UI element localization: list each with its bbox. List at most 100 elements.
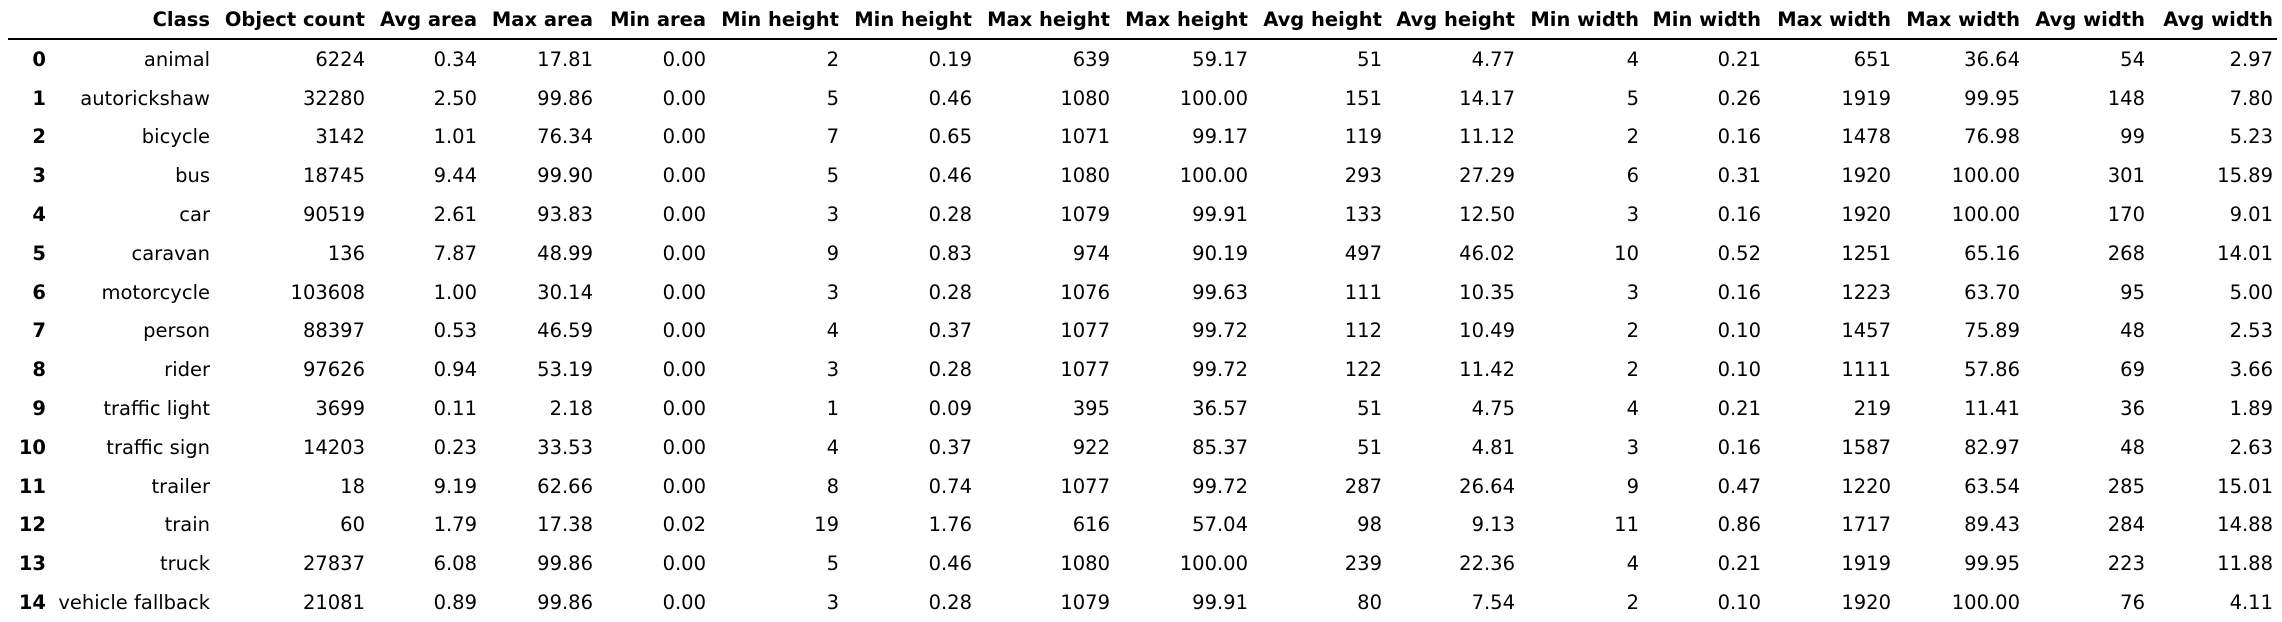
table-cell: 616 bbox=[1072, 513, 1110, 537]
table-row: 3 bus 18745 9.44 99.90 0.00 5 0.46 1080 100.00 293… bbox=[8, 156, 2277, 195]
table-cell: 0.00 bbox=[662, 591, 706, 615]
table-row: 0 animal 6224 0.34 17.81 0.00 2 0.19 639 59.17 51 4… bbox=[8, 39, 2277, 79]
table-cell: 10 bbox=[1614, 241, 1639, 265]
table-cell: bicycle bbox=[141, 125, 210, 149]
row-index: 10 bbox=[18, 435, 46, 459]
table-cell: 80 bbox=[1357, 591, 1382, 615]
table-cell: 170 bbox=[2107, 203, 2145, 227]
table-cell: 63.54 bbox=[1964, 474, 2020, 498]
table-cell: 639 bbox=[1072, 47, 1110, 71]
table-cell: 99.91 bbox=[1192, 591, 1248, 615]
row-index: 12 bbox=[18, 513, 46, 537]
table-cell: 5.23 bbox=[2229, 125, 2273, 149]
table-cell: 9 bbox=[1626, 474, 1639, 498]
table-cell: 4.81 bbox=[1471, 435, 1515, 459]
table-row: 13 truck 27837 6.08 99.86 0.00 5 0.46 1080 100.00… bbox=[8, 544, 2277, 583]
table-cell: 21081 bbox=[302, 591, 365, 615]
table-cell: train bbox=[164, 513, 210, 537]
table-cell: 0.83 bbox=[928, 241, 972, 265]
table-cell: 100.00 bbox=[1179, 164, 1248, 188]
table-cell: 18745 bbox=[302, 164, 365, 188]
table-cell: 99.72 bbox=[1192, 319, 1248, 343]
table-row: 12 train 60 1.79 17.38 0.02 19 1.76 616 57.04 98 9.… bbox=[8, 506, 2277, 545]
row-index: 6 bbox=[32, 280, 46, 304]
table-cell: vehicle fallback bbox=[58, 591, 210, 615]
table-cell: 0.89 bbox=[433, 591, 477, 615]
row-index: 8 bbox=[32, 358, 46, 382]
table-cell: 5 bbox=[826, 164, 839, 188]
table-cell: 151 bbox=[1344, 86, 1382, 110]
table-cell: 287 bbox=[1344, 474, 1382, 498]
table-cell: 100.00 bbox=[1951, 203, 2020, 227]
table-cell: 22.36 bbox=[1459, 552, 1515, 576]
table-cell: 0.65 bbox=[928, 125, 972, 149]
table-cell: 89.43 bbox=[1964, 513, 2020, 537]
table-cell: 0.86 bbox=[1717, 513, 1761, 537]
table-cell: 1251 bbox=[1841, 241, 1891, 265]
table-cell: 284 bbox=[2107, 513, 2145, 537]
table-cell: 1220 bbox=[1841, 474, 1891, 498]
table-cell: 0.11 bbox=[433, 397, 477, 421]
table-cell: 0.00 bbox=[662, 164, 706, 188]
table-cell: 1.76 bbox=[928, 513, 972, 537]
table-cell: 0.34 bbox=[433, 47, 477, 71]
table-cell: 57.04 bbox=[1192, 513, 1248, 537]
table-cell: 1.01 bbox=[433, 125, 477, 149]
table-cell: 11.42 bbox=[1459, 358, 1515, 382]
table-cell: 0.00 bbox=[662, 280, 706, 304]
table-cell: 99.95 bbox=[1964, 86, 2020, 110]
table-cell: 0.02 bbox=[662, 513, 706, 537]
table-cell: 285 bbox=[2107, 474, 2145, 498]
table-cell: 0.46 bbox=[928, 552, 972, 576]
table-cell: 1077 bbox=[1060, 358, 1110, 382]
table-cell: 76 bbox=[2120, 591, 2145, 615]
table-cell: 99.72 bbox=[1192, 474, 1248, 498]
column-header: Max height bbox=[976, 0, 1114, 40]
table-cell: 1717 bbox=[1841, 513, 1891, 537]
table-cell: 0.10 bbox=[1717, 358, 1761, 382]
table-cell: 497 bbox=[1344, 241, 1382, 265]
table-cell: 7 bbox=[826, 125, 839, 149]
table-cell: 57.86 bbox=[1964, 358, 2020, 382]
table-cell: 2.61 bbox=[433, 203, 477, 227]
table-cell: 103608 bbox=[290, 280, 365, 304]
table-cell: 85.37 bbox=[1192, 435, 1248, 459]
table-cell: car bbox=[179, 203, 210, 227]
table-cell: 0.47 bbox=[1717, 474, 1761, 498]
table-cell: 1080 bbox=[1060, 86, 1110, 110]
table-cell: 63.70 bbox=[1964, 280, 2020, 304]
table-cell: 0.46 bbox=[928, 86, 972, 110]
table-cell: 4 bbox=[1626, 552, 1639, 576]
table-cell: 2 bbox=[826, 47, 839, 71]
table-cell: 9.19 bbox=[433, 474, 477, 498]
table-cell: 4 bbox=[1626, 47, 1639, 71]
table-cell: animal bbox=[143, 47, 210, 71]
table-cell: 75.89 bbox=[1964, 319, 2020, 343]
table-cell: 2.18 bbox=[549, 397, 593, 421]
table-cell: 99.63 bbox=[1192, 280, 1248, 304]
table-cell: 4 bbox=[826, 435, 839, 459]
row-index: 7 bbox=[32, 319, 46, 343]
table-cell: 1920 bbox=[1841, 203, 1891, 227]
table-cell: 7.87 bbox=[433, 241, 477, 265]
table-cell: 0.31 bbox=[1717, 164, 1761, 188]
table-cell: 27.29 bbox=[1459, 164, 1515, 188]
table-cell: 100.00 bbox=[1179, 552, 1248, 576]
table-cell: 651 bbox=[1853, 47, 1891, 71]
table-cell: 0.74 bbox=[928, 474, 972, 498]
table-cell: 2 bbox=[1626, 358, 1639, 382]
table-cell: 4 bbox=[1626, 397, 1639, 421]
table-cell: 33.53 bbox=[537, 435, 593, 459]
table-cell: 3 bbox=[826, 203, 839, 227]
table-cell: 5 bbox=[1626, 86, 1639, 110]
table-cell: caravan bbox=[131, 241, 211, 265]
table-cell: 148 bbox=[2107, 86, 2145, 110]
column-header: Max width bbox=[1765, 0, 1895, 40]
table-cell: 9.44 bbox=[433, 164, 477, 188]
class-statistics-table: Class Object count Avg area Max area Min are… bbox=[8, 0, 2277, 622]
table-cell: 6.08 bbox=[433, 552, 477, 576]
table-cell: truck bbox=[159, 552, 210, 576]
table-row: 5 caravan 136 7.87 48.99 0.00 9 0.83 974 90.19 497… bbox=[8, 234, 2277, 273]
table-cell: 46.02 bbox=[1459, 241, 1515, 265]
table-cell: 0.26 bbox=[1717, 86, 1761, 110]
